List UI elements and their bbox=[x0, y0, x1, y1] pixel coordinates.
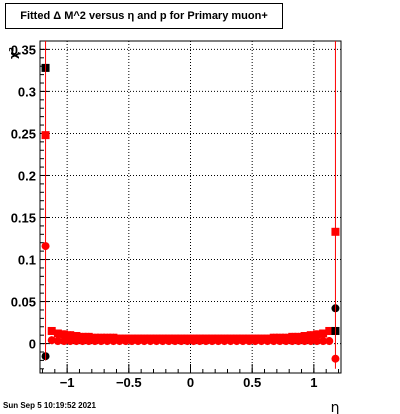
x-tick-label: 0.5 bbox=[243, 375, 261, 390]
data-point-circle bbox=[251, 337, 260, 346]
x-tick-label: 1 bbox=[310, 375, 317, 390]
y-tick-label: 0 bbox=[29, 337, 36, 352]
data-point-square bbox=[53, 329, 62, 338]
data-point-square bbox=[47, 326, 56, 335]
y-tick-label: 0.05 bbox=[11, 295, 36, 310]
data-point-circle bbox=[90, 337, 99, 346]
y-tick-label: 0.35 bbox=[11, 42, 36, 57]
data-point-circle bbox=[282, 337, 291, 346]
data-point-square bbox=[306, 331, 315, 340]
data-point-circle bbox=[306, 337, 315, 346]
data-point-circle bbox=[220, 337, 229, 346]
data-point-circle bbox=[245, 337, 254, 346]
data-point-square bbox=[72, 332, 81, 341]
y-tick-label: 0.25 bbox=[11, 126, 36, 141]
y-tick-label: 0.3 bbox=[18, 84, 36, 99]
data-point-circle bbox=[84, 337, 93, 346]
x-axis-label: η bbox=[331, 400, 340, 414]
y-tick-label: 0.1 bbox=[18, 253, 36, 268]
data-point-circle bbox=[208, 337, 217, 346]
data-point-circle bbox=[60, 337, 69, 346]
data-point-circle bbox=[146, 337, 155, 346]
data-point-circle bbox=[232, 337, 241, 346]
data-point-square bbox=[325, 326, 334, 335]
data-point-circle bbox=[226, 337, 235, 346]
data-point-circle bbox=[109, 337, 118, 346]
data-point-circle bbox=[294, 337, 303, 346]
data-point-circle bbox=[257, 337, 266, 346]
data-point-circle bbox=[164, 337, 173, 346]
timestamp: Sun Sep 5 10:19:52 2021 bbox=[3, 401, 96, 410]
data-point-circle bbox=[214, 337, 223, 346]
data-point-circle bbox=[152, 337, 161, 346]
data-point-square bbox=[66, 331, 75, 340]
data-point-circle bbox=[183, 337, 192, 346]
data-point-circle bbox=[171, 337, 180, 346]
x-tick-label: −1 bbox=[60, 375, 75, 390]
data-point-circle bbox=[195, 337, 204, 346]
data-point-circle bbox=[177, 337, 186, 346]
x-tick-label: −0.5 bbox=[116, 375, 142, 390]
data-point-circle bbox=[319, 337, 328, 346]
data-point-square bbox=[319, 329, 328, 338]
data-point-circle bbox=[121, 337, 130, 346]
data-point-circle bbox=[275, 337, 284, 346]
data-point-circle bbox=[97, 337, 106, 346]
data-point-square bbox=[294, 332, 303, 341]
data-point-circle bbox=[66, 337, 75, 346]
y-tick-label: 0.15 bbox=[11, 211, 36, 226]
data-point-circle bbox=[269, 337, 278, 346]
data-point-square bbox=[84, 332, 93, 341]
data-point-circle bbox=[325, 337, 334, 346]
data-point-circle bbox=[127, 337, 136, 346]
data-point-circle bbox=[47, 336, 56, 345]
data-point-circle bbox=[134, 337, 143, 346]
data-point-circle bbox=[263, 337, 272, 346]
data-point-circle bbox=[288, 337, 297, 346]
data-point-circle bbox=[140, 337, 149, 346]
data-point-square bbox=[300, 332, 309, 341]
data-point-square bbox=[312, 330, 321, 339]
data-point-circle bbox=[115, 337, 124, 346]
data-point-circle bbox=[201, 337, 210, 346]
data-point-circle bbox=[238, 337, 247, 346]
y-axis-label: χ² bbox=[7, 47, 20, 59]
data-point-circle bbox=[72, 337, 81, 346]
data-point-square bbox=[78, 332, 87, 341]
data-point-circle bbox=[103, 337, 112, 346]
data-point-circle bbox=[53, 337, 62, 346]
x-tick-label: 0 bbox=[187, 375, 194, 390]
y-tick-label: 0.2 bbox=[18, 168, 36, 183]
data-point-circle bbox=[158, 337, 167, 346]
chart-title: Fitted Δ M^2 versus η and p for Primary … bbox=[20, 10, 268, 22]
data-point-circle bbox=[189, 337, 198, 346]
data-point-square bbox=[60, 330, 69, 339]
data-point-circle bbox=[78, 337, 87, 346]
data-point-circle bbox=[312, 337, 321, 346]
data-point-square bbox=[288, 332, 297, 341]
data-point-circle bbox=[300, 337, 309, 346]
chart-title-box: Fitted Δ M^2 versus η and p for Primary … bbox=[5, 3, 283, 29]
